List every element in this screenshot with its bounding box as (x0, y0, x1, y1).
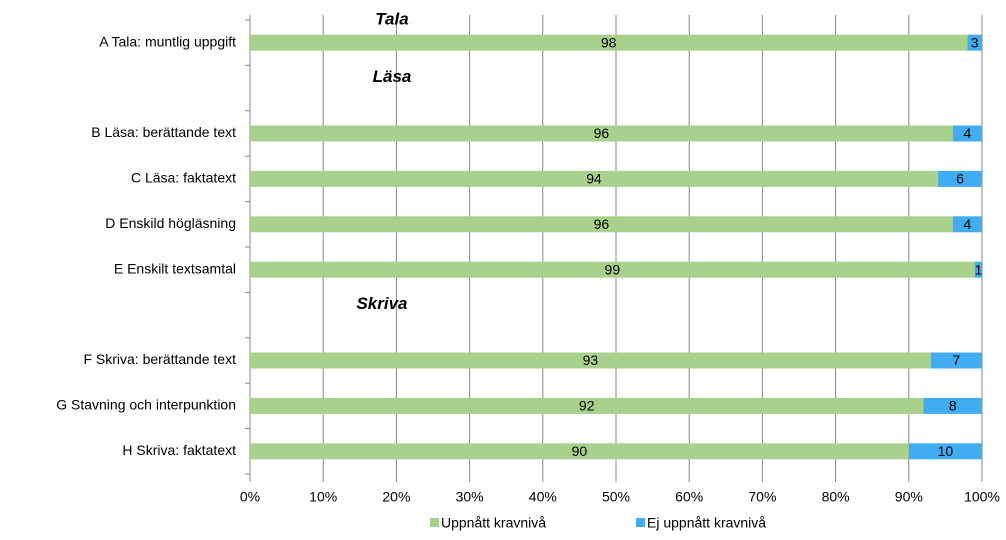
bar-segment (952, 216, 982, 233)
bar-segment (923, 397, 982, 414)
data-label: 96 (594, 125, 610, 141)
data-label: 1 (974, 261, 982, 277)
bar-segment (938, 170, 982, 187)
annotation: Läsa (373, 67, 412, 86)
bar-segment (952, 125, 982, 142)
x-tick-label: 0% (240, 489, 260, 505)
data-label: 6 (956, 171, 964, 187)
y-tick-label: A Tala: muntlig uppgift (99, 33, 236, 49)
x-tick-label: 20% (382, 489, 410, 505)
legend-label: Ej uppnått kravnivå (647, 515, 766, 531)
data-label: 96 (594, 216, 610, 232)
bar-segment (250, 397, 924, 414)
x-tick-label: 70% (748, 489, 776, 505)
data-label: 99 (605, 261, 621, 277)
data-label: 4 (963, 125, 971, 141)
legend-label: Uppnått kravnivå (441, 515, 546, 531)
data-label: 10 (938, 443, 954, 459)
x-tick-label: 100% (964, 489, 1000, 505)
data-label: 90 (572, 443, 588, 459)
y-tick-label: C Läsa: faktatext (131, 170, 236, 186)
data-label: 92 (579, 398, 595, 414)
y-tick-label: F Skriva: berättande text (83, 351, 236, 367)
bar-segment (250, 34, 968, 51)
data-label: 7 (952, 352, 960, 368)
bar-segment (967, 34, 982, 51)
bar-segment (250, 170, 939, 187)
y-tick-label: H Skriva: faktatext (122, 442, 236, 458)
x-tick-label: 10% (309, 489, 337, 505)
annotation: Tala (375, 9, 408, 28)
bar-segment (250, 125, 953, 142)
bar-segment (974, 261, 982, 278)
legend-swatch (430, 518, 439, 527)
bar-segment (250, 216, 953, 233)
bar-segment (908, 443, 982, 460)
bar-segment (250, 443, 909, 460)
x-tick-label: 80% (822, 489, 850, 505)
y-tick-label: B Läsa: berättande text (91, 124, 236, 140)
x-tick-label: 90% (895, 489, 923, 505)
y-tick-label: D Enskild högläsning (105, 215, 236, 231)
x-tick-label: 40% (529, 489, 557, 505)
y-tick-label: G Stavning och interpunktion (56, 397, 236, 413)
data-label: 4 (963, 216, 971, 232)
annotation: Skriva (356, 294, 407, 313)
data-label: 94 (586, 171, 602, 187)
legend-swatch (636, 518, 645, 527)
bar-segment (930, 352, 982, 369)
y-tick-label: E Enskilt textsamtal (114, 260, 236, 276)
x-tick-label: 30% (456, 489, 484, 505)
bar-segment (250, 261, 975, 278)
data-label: 8 (949, 398, 957, 414)
bar-segment (250, 352, 931, 369)
data-label: 93 (583, 352, 599, 368)
data-label: 3 (971, 34, 979, 50)
x-tick-label: 60% (675, 489, 703, 505)
data-label: 98 (601, 34, 617, 50)
x-tick-label: 50% (602, 489, 630, 505)
